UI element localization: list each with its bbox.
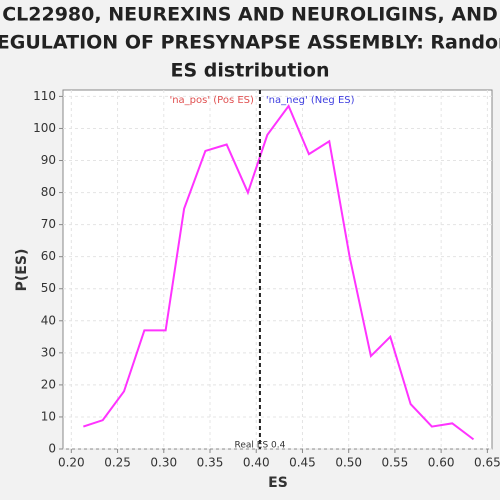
y-tick-label: 100 bbox=[33, 121, 56, 135]
real-es-label: Real ES 0.4 bbox=[235, 441, 286, 451]
y-tick-label: 60 bbox=[41, 249, 56, 263]
y-tick-label: 10 bbox=[41, 409, 56, 423]
annotation: 'na_pos' (Pos ES) bbox=[169, 95, 254, 106]
x-tick-label: 0.55 bbox=[382, 456, 409, 470]
chart-title: ES distribution bbox=[171, 60, 330, 82]
x-tick-label: 0.50 bbox=[335, 456, 362, 470]
x-axis-label: ES bbox=[268, 475, 288, 491]
plot-area bbox=[62, 89, 493, 450]
y-tick-label: 0 bbox=[48, 442, 56, 456]
x-tick-label: 0.20 bbox=[58, 456, 85, 470]
y-tick-label: 90 bbox=[41, 153, 56, 167]
y-tick-label: 20 bbox=[41, 377, 56, 391]
x-tick-label: 0.60 bbox=[428, 456, 455, 470]
chart-title: CL22980, NEUREXINS AND NEUROLIGINS, AND bbox=[2, 4, 498, 26]
y-tick-label: 70 bbox=[41, 217, 56, 231]
x-tick-label: 0.40 bbox=[243, 456, 270, 470]
y-axis-label: P(ES) bbox=[14, 249, 30, 292]
chart-title: REGULATION OF PRESYNAPSE ASSEMBLY: Rando… bbox=[0, 32, 500, 54]
x-tick-label: 0.65 bbox=[474, 456, 500, 470]
y-tick-label: 80 bbox=[41, 185, 56, 199]
y-tick-label: 40 bbox=[41, 313, 56, 327]
x-tick-label: 0.25 bbox=[104, 456, 131, 470]
y-tick-label: 50 bbox=[41, 281, 56, 295]
x-tick-label: 0.35 bbox=[197, 456, 224, 470]
y-tick-label: 110 bbox=[33, 89, 56, 103]
line bbox=[83, 104, 475, 441]
x-tick-label: 0.45 bbox=[289, 456, 316, 470]
annotation: 'na_neg' (Neg ES) bbox=[266, 95, 355, 106]
y-tick-label: 30 bbox=[41, 345, 56, 359]
x-tick-label: 0.30 bbox=[150, 456, 177, 470]
